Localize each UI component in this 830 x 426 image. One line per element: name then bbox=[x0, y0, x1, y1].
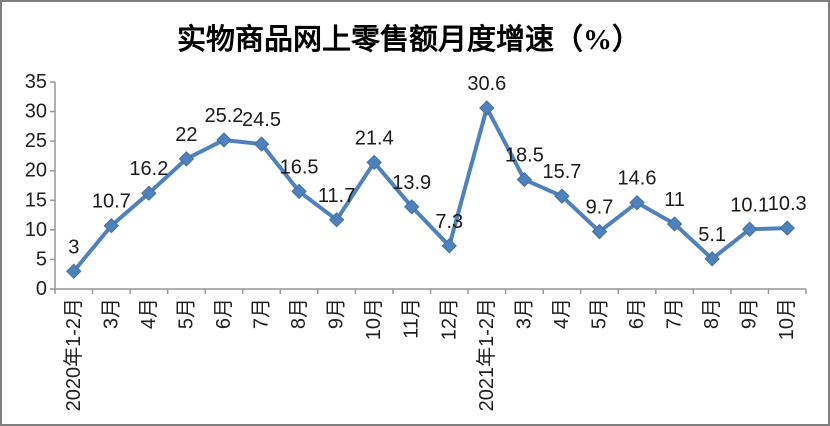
data-point-label: 11 bbox=[664, 189, 685, 211]
data-point-label: 24.5 bbox=[242, 109, 281, 131]
data-point-label: 16.2 bbox=[129, 158, 168, 180]
x-tick-label: 6月 bbox=[626, 298, 648, 329]
x-tick-label: 4月 bbox=[138, 298, 160, 329]
data-point-label: 7.3 bbox=[435, 211, 463, 233]
x-tick-label: 5月 bbox=[175, 298, 197, 329]
data-point-label: 14.6 bbox=[618, 168, 657, 190]
x-tick-label: 11月 bbox=[401, 298, 423, 339]
data-point-label: 15.7 bbox=[542, 161, 581, 183]
x-tick-label: 8月 bbox=[701, 298, 723, 329]
y-tick-label: 30 bbox=[25, 101, 47, 123]
data-point-marker bbox=[366, 154, 382, 171]
data-point-marker bbox=[516, 171, 533, 188]
data-point-label: 25.2 bbox=[205, 105, 244, 127]
data-point-marker bbox=[441, 238, 457, 254]
data-point-label: 30.6 bbox=[467, 73, 506, 95]
y-tick-label: 20 bbox=[25, 160, 47, 182]
plot-area: 0 5 10 15 20 25 30 35 2020年1-2月 3月 4月 5月 6月 7月 8月 9月 10月… bbox=[25, 71, 807, 411]
x-tick-label: 6月 bbox=[213, 298, 235, 329]
x-tick-label: 9月 bbox=[739, 298, 761, 329]
x-tick-label: 3月 bbox=[513, 298, 535, 329]
y-tick-label: 15 bbox=[25, 189, 47, 211]
data-point-marker bbox=[103, 218, 120, 234]
x-tick-label: 3月 bbox=[100, 298, 122, 329]
y-tick-label: 35 bbox=[25, 71, 47, 93]
x-tick-label: 7月 bbox=[251, 298, 273, 329]
x-tick-label: 5月 bbox=[588, 298, 610, 329]
data-point-label: 11.7 bbox=[318, 185, 355, 207]
data-point-marker bbox=[66, 263, 82, 279]
x-tick-label: 12月 bbox=[438, 298, 460, 340]
data-point-label: 10.1 bbox=[730, 194, 769, 216]
data-point-marker bbox=[328, 212, 345, 228]
x-tick-label: 7月 bbox=[664, 298, 686, 329]
x-tick-label: 9月 bbox=[326, 298, 348, 329]
data-point-label: 10.3 bbox=[768, 193, 807, 215]
data-point-marker bbox=[741, 221, 758, 237]
data-point-label: 18.5 bbox=[505, 145, 544, 167]
data-point-marker bbox=[591, 223, 608, 240]
y-tick-label: 10 bbox=[25, 219, 47, 241]
series-line bbox=[71, 106, 790, 274]
x-tick-label: 10月 bbox=[363, 298, 385, 340]
data-point-label: 9.7 bbox=[586, 197, 614, 219]
x-tick-label: 2020年1-2月 bbox=[62, 298, 85, 411]
data-point-label: 21.4 bbox=[355, 127, 394, 149]
data-point-marker bbox=[404, 199, 420, 215]
data-point-marker bbox=[141, 185, 157, 201]
y-tick-label: 0 bbox=[36, 278, 47, 300]
x-tick-label: 4月 bbox=[551, 298, 573, 329]
x-tick-label: 10月 bbox=[776, 298, 798, 340]
data-point-marker bbox=[554, 188, 570, 204]
data-point-label: 22 bbox=[175, 124, 197, 146]
chart-title: 实物商品网上零售额月度增速（%） bbox=[177, 22, 641, 56]
data-point-marker bbox=[629, 194, 645, 211]
data-point-label: 3 bbox=[68, 236, 79, 258]
data-point-label: 10.7 bbox=[92, 191, 131, 213]
data-point-marker bbox=[291, 183, 307, 200]
data-point-marker bbox=[216, 132, 232, 148]
data-point-marker bbox=[704, 251, 720, 267]
data-point-marker bbox=[178, 151, 195, 167]
data-point-label: 13.9 bbox=[392, 172, 431, 194]
y-tick-label: 25 bbox=[25, 130, 47, 152]
x-tick-label: 2021年1-2月 bbox=[475, 298, 498, 411]
data-point-marker bbox=[779, 220, 795, 236]
y-tick-label: 5 bbox=[36, 248, 47, 270]
data-point-label: 16.5 bbox=[280, 156, 319, 178]
data-point-marker bbox=[253, 136, 270, 152]
data-point-marker bbox=[479, 100, 495, 116]
data-point-marker bbox=[666, 216, 683, 232]
data-point-label: 5.1 bbox=[698, 224, 726, 246]
x-tick-label: 8月 bbox=[288, 298, 310, 329]
